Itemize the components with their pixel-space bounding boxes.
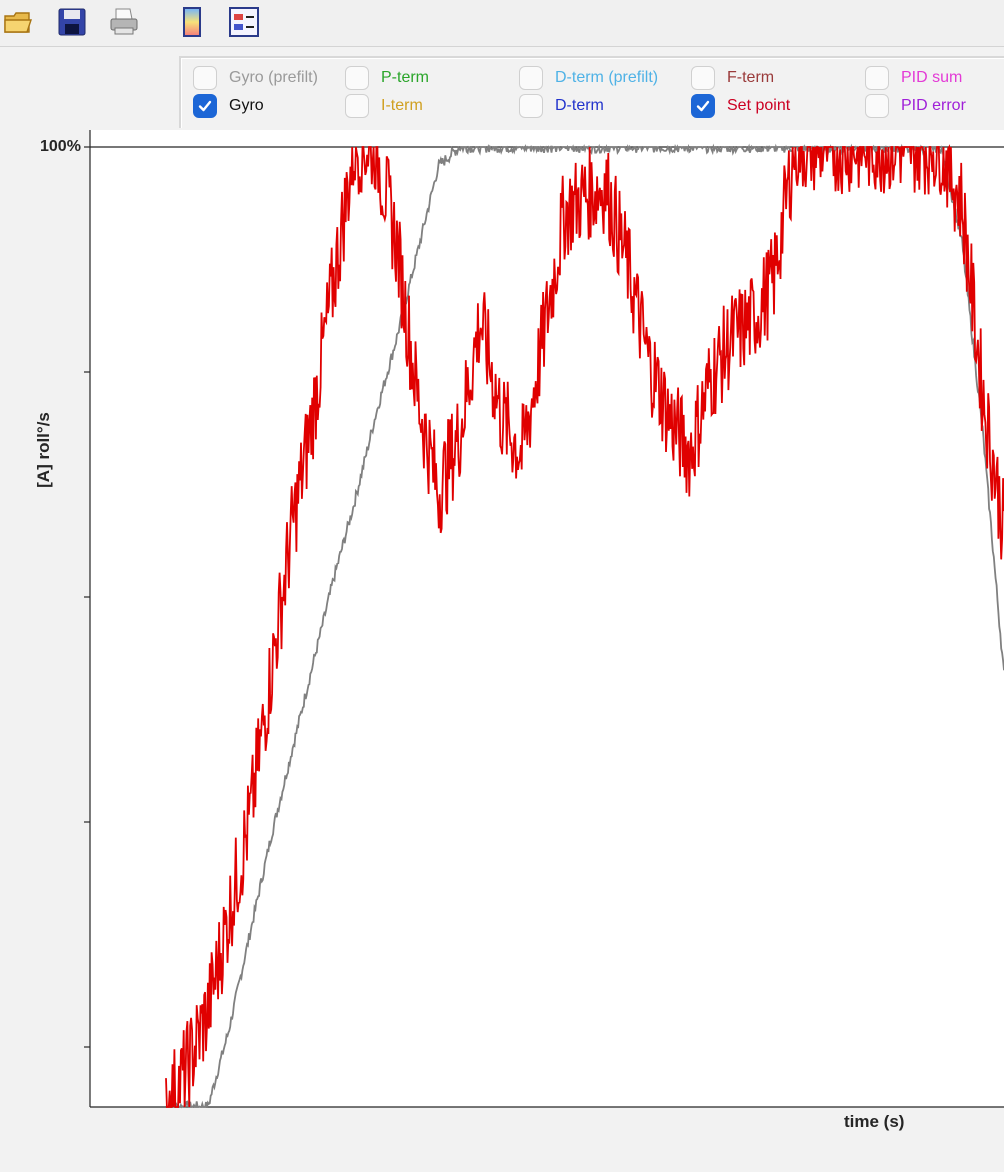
print-icon[interactable]: [108, 5, 140, 39]
checkbox[interactable]: [519, 94, 543, 118]
option-label: F-term: [727, 69, 775, 86]
option-f-term[interactable]: F-term: [691, 64, 774, 92]
option-label: D-term (prefilt): [555, 69, 659, 86]
option-label: PID sum: [901, 69, 963, 86]
option-d-term[interactable]: D-term: [519, 92, 604, 120]
checkbox-checked[interactable]: [691, 94, 715, 118]
option-gyro[interactable]: Gyro: [193, 92, 264, 120]
option-gyro-prefilt[interactable]: Gyro (prefilt): [193, 64, 318, 92]
option-label: Set point: [727, 97, 791, 114]
plot-background: [90, 130, 1004, 1107]
trace-selector-panel: Gyro (prefilt) P-term D-term (prefilt) F…: [179, 56, 1004, 128]
option-pid-error[interactable]: PID error: [865, 92, 966, 120]
save-icon[interactable]: [56, 5, 88, 39]
open-folder-icon[interactable]: [2, 5, 34, 39]
checkbox-checked[interactable]: [193, 94, 217, 118]
checkmark-icon: [198, 100, 212, 112]
checkmark-icon: [696, 100, 710, 112]
checkbox[interactable]: [345, 94, 369, 118]
option-p-term[interactable]: P-term: [345, 64, 429, 92]
series-line-set-point: [165, 144, 1004, 1108]
y-axis-label: [A] roll°/s: [34, 412, 53, 488]
option-set-point[interactable]: Set point: [691, 92, 790, 120]
checkbox[interactable]: [345, 66, 369, 90]
checkbox[interactable]: [193, 66, 217, 90]
option-label: I-term: [381, 97, 423, 114]
checkbox[interactable]: [865, 94, 889, 118]
y-tick-label-top: 100%: [40, 138, 81, 155]
series-line-gyro: [165, 143, 1004, 1109]
checkbox[interactable]: [865, 66, 889, 90]
toolbar: [0, 0, 1004, 47]
legend-icon[interactable]: [228, 5, 260, 39]
x-axis-label: time (s): [844, 1112, 905, 1131]
option-d-term-prefilt[interactable]: D-term (prefilt): [519, 64, 658, 92]
option-label: D-term: [555, 97, 604, 114]
option-i-term[interactable]: I-term: [345, 92, 423, 120]
option-label: Gyro: [229, 97, 264, 114]
option-pid-sum[interactable]: PID sum: [865, 64, 962, 92]
checkbox[interactable]: [519, 66, 543, 90]
option-label: Gyro (prefilt): [229, 69, 318, 86]
option-label: PID error: [901, 97, 966, 114]
option-label: P-term: [381, 69, 429, 86]
checkbox[interactable]: [691, 66, 715, 90]
colorbar-icon[interactable]: [176, 5, 208, 39]
